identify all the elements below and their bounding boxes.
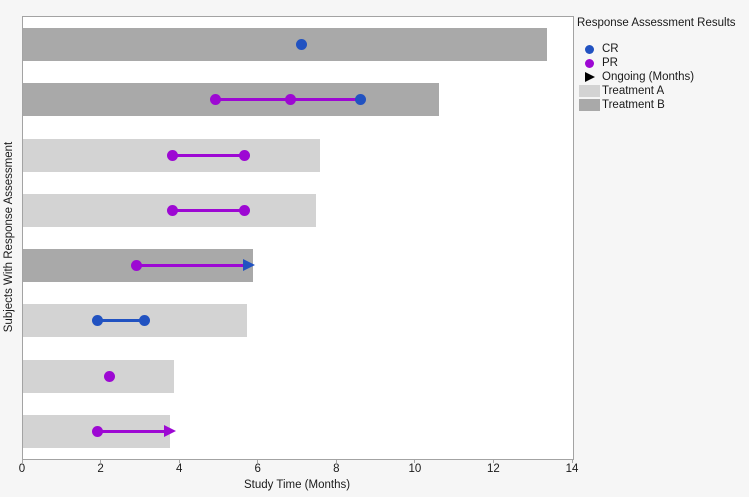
pr-marker[interactable] xyxy=(239,149,251,161)
pr-marker[interactable] xyxy=(239,204,251,216)
cr-marker-cell xyxy=(577,44,602,54)
legend-item-pr[interactable]: PR xyxy=(577,56,747,70)
pr-marker-cell xyxy=(577,58,602,68)
response-duration-line xyxy=(97,319,145,323)
pr-marker[interactable] xyxy=(166,149,178,161)
x-tick-mark xyxy=(100,459,102,463)
legend: Response Assessment Results CR PR Ongoin… xyxy=(577,16,747,112)
cr-marker[interactable] xyxy=(296,39,308,51)
legend-item-label: PR xyxy=(602,57,618,69)
ongoing-arrow-icon xyxy=(164,424,177,437)
pr-marker[interactable] xyxy=(166,204,178,216)
x-tick-label: 0 xyxy=(18,463,26,475)
pr-marker[interactable] xyxy=(131,260,143,272)
x-tick-label: 10 xyxy=(408,463,422,475)
x-tick-label: 6 xyxy=(254,463,261,475)
legend-item-treatment-a[interactable]: Treatment A xyxy=(577,84,747,98)
x-tick-mark xyxy=(335,459,337,463)
legend-item-label: Ongoing (Months) xyxy=(602,71,695,83)
pr-marker[interactable] xyxy=(210,94,221,106)
legend-title: Response Assessment Results xyxy=(577,17,736,29)
x-tick-label: 4 xyxy=(175,463,183,475)
ongoing-marker-cell xyxy=(577,72,602,82)
legend-item-treatment-b[interactable]: Treatment B xyxy=(577,98,747,112)
x-tick-mark xyxy=(414,459,416,463)
x-axis-title: Study Time (Months) xyxy=(243,479,351,491)
response-duration-line xyxy=(136,264,245,268)
treatment-b-swatch-cell xyxy=(577,99,602,111)
x-tick-mark xyxy=(571,459,573,463)
legend-item-ongoing[interactable]: Ongoing (Months) xyxy=(577,70,747,84)
response-duration-line xyxy=(172,208,245,212)
cr-dot-icon xyxy=(585,44,594,54)
treatment-a-bar[interactable] xyxy=(23,359,175,393)
plot-area xyxy=(22,16,574,460)
x-tick-label: 12 xyxy=(487,463,500,475)
pr-marker[interactable] xyxy=(103,370,115,382)
x-tick-label: 2 xyxy=(97,463,104,475)
response-duration-line xyxy=(172,153,245,157)
pr-marker[interactable] xyxy=(92,425,104,437)
pr-dot-icon xyxy=(585,58,594,68)
legend-item-label: Treatment B xyxy=(602,99,665,111)
x-tick-mark xyxy=(492,459,494,463)
y-axis-title: Subjects With Response Assessment xyxy=(3,141,15,333)
legend-item-label: Treatment A xyxy=(602,85,665,97)
cr-marker[interactable] xyxy=(355,94,367,106)
x-tick-mark xyxy=(21,459,23,463)
treatment-a-swatch-icon xyxy=(579,85,600,97)
legend-item-label: CR xyxy=(602,43,619,55)
x-tick-mark xyxy=(178,459,180,463)
cr-marker[interactable] xyxy=(92,315,104,327)
ongoing-arrow-icon xyxy=(584,72,595,82)
x-tick-label: 8 xyxy=(333,463,340,475)
response-duration-line xyxy=(97,429,165,433)
pr-marker[interactable] xyxy=(284,94,296,106)
x-tick-mark xyxy=(257,459,259,463)
legend-item-cr[interactable]: CR xyxy=(577,42,747,56)
treatment-b-bar[interactable] xyxy=(23,28,548,62)
treatment-a-swatch-cell xyxy=(577,85,602,97)
ongoing-arrow-icon xyxy=(242,259,255,272)
x-tick-label: 14 xyxy=(565,463,579,475)
cr-marker[interactable] xyxy=(139,315,151,327)
treatment-b-swatch-icon xyxy=(579,99,600,111)
